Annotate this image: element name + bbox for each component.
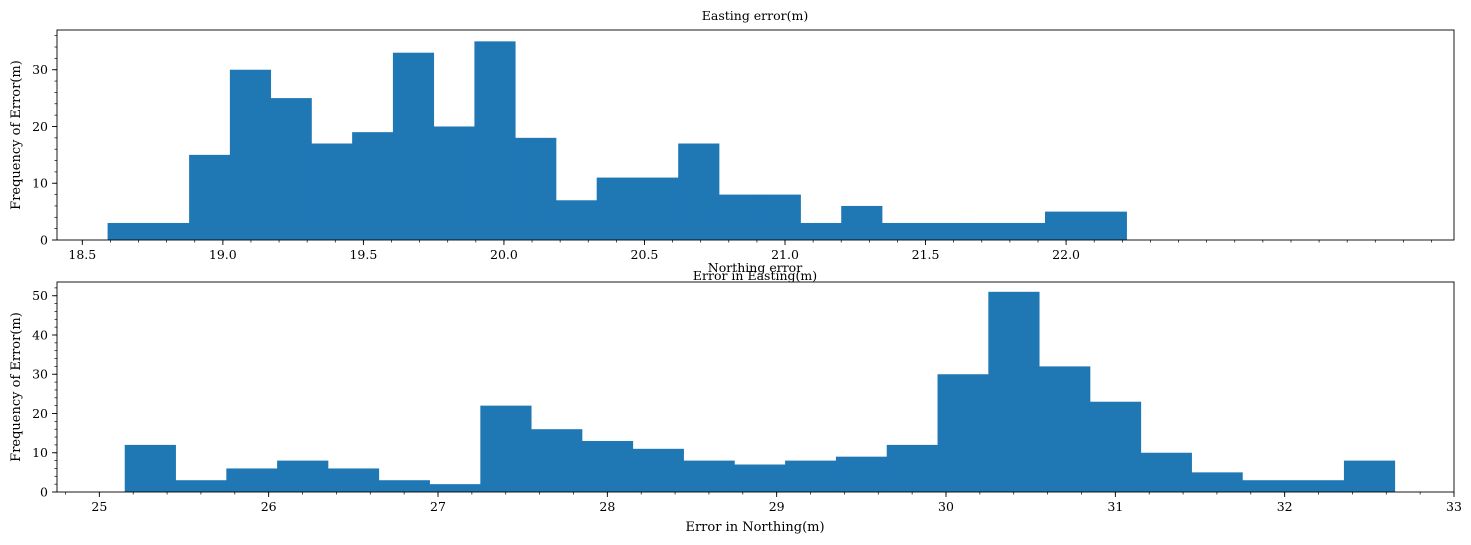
- northing-bar: [1140, 452, 1192, 492]
- northing-bar: [683, 460, 735, 492]
- northing-bar: [1191, 472, 1243, 492]
- easting-y-tick-label: 20: [32, 119, 48, 134]
- northing-bar: [1089, 401, 1142, 492]
- northing-bars: [124, 291, 1396, 492]
- easting-bar: [881, 222, 924, 240]
- easting-x-tick-label: 19.5: [349, 247, 377, 262]
- easting-x-tick-label: 19.0: [209, 247, 237, 262]
- easting-bar: [922, 222, 964, 240]
- easting-y-tick-label: 0: [40, 233, 48, 248]
- easting-ticks: 18.5 19.0 19.5 20.0 20.5 21.0 21.5 22.0 0 10 20 30: [32, 35, 1432, 262]
- northing-bar: [429, 484, 481, 492]
- northing-bar: [1039, 366, 1091, 492]
- northing-x-tick-label: 25: [91, 499, 107, 514]
- northing-y-tick-label: 40: [32, 327, 48, 342]
- northing-x-tick-label: 27: [430, 499, 446, 514]
- northing-x-tick-label: 30: [938, 499, 954, 514]
- easting-y-tick-label: 10: [32, 176, 48, 191]
- easting-bar: [515, 137, 557, 240]
- easting-bar: [270, 98, 312, 240]
- easting-bar: [229, 69, 272, 240]
- northing-y-tick-label: 50: [32, 288, 48, 303]
- easting-x-tick-label: 18.5: [68, 247, 96, 262]
- northing-histogram-panel: Northing error Error in Easting(m) Frequ…: [9, 260, 1462, 535]
- easting-bar: [637, 177, 679, 240]
- easting-x-tick-label: 21.5: [912, 247, 940, 262]
- easting-chart-title: Easting error(m): [702, 8, 809, 23]
- northing-bar: [988, 291, 1040, 492]
- northing-y-tick-label: 0: [40, 485, 48, 500]
- northing-bar: [785, 460, 837, 492]
- northing-bar: [175, 480, 227, 492]
- easting-x-tick-label: 20.0: [490, 247, 518, 262]
- easting-histogram-panel: Easting error(m) Frequency of Error(m) 1…: [9, 8, 1455, 262]
- northing-x-axis-label: Error in Northing(m): [685, 520, 824, 535]
- northing-y-tick-label: 10: [32, 445, 48, 460]
- easting-x-tick-label: 21.0: [771, 247, 799, 262]
- northing-plot-frame: [56, 281, 1455, 493]
- northing-bar: [378, 480, 430, 492]
- northing-x-tick-label: 29: [769, 499, 785, 514]
- northing-bar: [886, 444, 938, 492]
- easting-bar: [555, 200, 598, 240]
- easting-bars: [107, 41, 1127, 241]
- northing-bar: [226, 468, 278, 492]
- northing-bar: [1242, 480, 1294, 492]
- northing-chart-title: Northing error: [708, 260, 802, 275]
- easting-bar: [678, 143, 720, 240]
- northing-bar: [581, 440, 634, 492]
- northing-bar: [1293, 480, 1345, 492]
- easting-bar: [148, 222, 190, 240]
- northing-x-tick-label: 32: [1277, 499, 1293, 514]
- easting-bar: [352, 132, 394, 240]
- easting-y-axis-label: Frequency of Error(m): [9, 60, 24, 210]
- easting-plot-frame: [56, 29, 1455, 241]
- easting-x-tick-label: 20.5: [631, 247, 659, 262]
- northing-bar: [734, 464, 786, 492]
- northing-bar: [480, 405, 532, 492]
- northing-y-tick-label: 20: [32, 406, 48, 421]
- easting-bar: [759, 194, 801, 240]
- easting-bar: [189, 154, 231, 240]
- northing-bar: [327, 468, 380, 492]
- northing-x-tick-label: 26: [261, 499, 277, 514]
- northing-bar: [531, 429, 583, 492]
- easting-bar: [1045, 211, 1087, 240]
- easting-bar: [433, 126, 475, 240]
- northing-bar: [937, 374, 989, 492]
- easting-bar: [1004, 222, 1046, 240]
- northing-bar: [277, 460, 329, 492]
- easting-bar: [596, 177, 638, 240]
- northing-y-axis-label: Frequency of Error(m): [9, 312, 24, 462]
- easting-bar: [392, 52, 435, 241]
- easting-y-tick-label: 30: [32, 62, 48, 77]
- northing-x-tick-label: 33: [1446, 499, 1462, 514]
- easting-bar: [107, 222, 149, 240]
- easting-bar: [311, 143, 353, 240]
- easting-bar: [841, 205, 883, 240]
- easting-bar: [718, 194, 761, 240]
- easting-bar: [963, 222, 1005, 240]
- easting-bar: [474, 41, 516, 240]
- northing-bar: [835, 456, 888, 492]
- northing-bar: [124, 444, 176, 492]
- northing-bar: [632, 448, 684, 492]
- northing-y-tick-label: 30: [32, 367, 48, 382]
- easting-x-tick-label: 22.0: [1052, 247, 1080, 262]
- easting-x-axis-label: Error in Easting(m): [693, 268, 817, 283]
- easting-bar: [1085, 211, 1127, 240]
- northing-bar: [1343, 460, 1396, 492]
- northing-x-tick-label: 31: [1107, 499, 1123, 514]
- northing-x-tick-label: 28: [599, 499, 615, 514]
- easting-bar: [800, 222, 842, 240]
